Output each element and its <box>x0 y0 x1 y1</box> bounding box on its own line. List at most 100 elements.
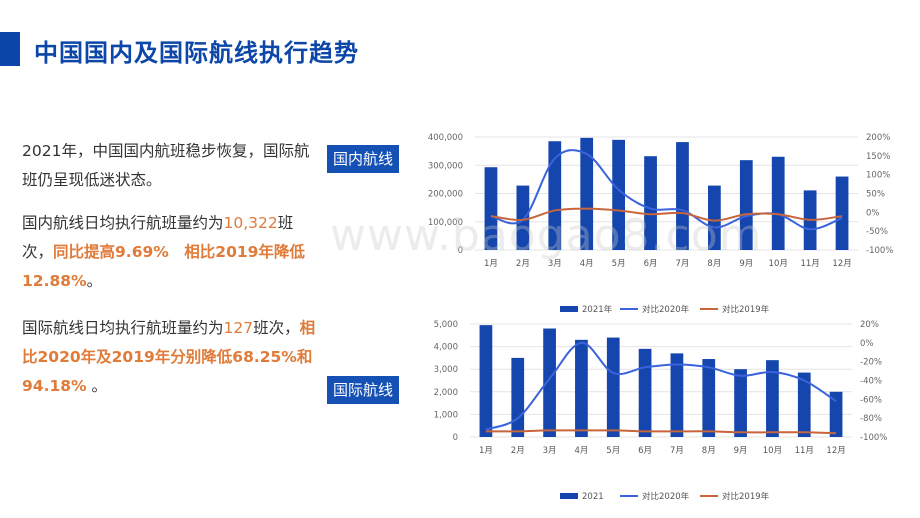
y2-tick-label: 200% <box>866 133 890 143</box>
international-flights-chart: 0 1,000 2,000 3,000 4,000 5,000 -100% -80% -60% -… <box>434 320 888 502</box>
intl-daily-flights: 127 <box>223 319 254 337</box>
y-tick-label: 1,000 <box>434 410 458 420</box>
x-tick-label: 10月 <box>769 259 788 269</box>
x-tick-label: 8月 <box>707 259 721 269</box>
legend-swatch <box>560 493 578 499</box>
bar <box>543 328 556 437</box>
x-tick-label: 11月 <box>800 259 819 269</box>
bar <box>835 176 849 250</box>
page-title: 中国国内及国际航线执行趋势 <box>34 39 359 67</box>
x-tick-label: 8月 <box>702 446 716 456</box>
x-tick-label: 11月 <box>795 446 814 456</box>
x-tick-label: 6月 <box>638 446 652 456</box>
y-tick-label: 0 <box>458 246 463 256</box>
domestic-text-b: 班次， <box>22 214 294 261</box>
summary-text: 2021年，中国国内航班稳步恢复，国际航班仍呈现低迷状态。 <box>22 142 310 189</box>
bar <box>644 156 657 250</box>
bar <box>797 372 811 437</box>
summary-paragraph: 2021年，中国国内航班稳步恢复，国际航班仍呈现低迷状态。 <box>22 137 322 195</box>
international-paragraph: 国际航线日均执行航班量约为127班次，相比2020年及2019年分别降低68.2… <box>22 314 322 401</box>
y-tick-label: 400,000 <box>428 133 463 143</box>
x-tick-label: 7月 <box>675 259 689 269</box>
y2-tick-label: -60% <box>860 395 882 405</box>
x-tick-label: 9月 <box>739 259 753 269</box>
legend-label: 对比2019年 <box>722 491 770 502</box>
bar <box>575 339 588 437</box>
series-line <box>490 207 843 222</box>
y2-tick-label: -40% <box>860 377 882 387</box>
y2-tick-label: 0% <box>866 208 880 218</box>
x-tick-label: 12月 <box>826 446 845 456</box>
legend-label: 2021年 <box>582 304 613 315</box>
international-route-label: 国际航线 <box>327 376 399 404</box>
legend-label: 对比2020年 <box>642 304 690 315</box>
bar <box>766 360 779 437</box>
y-tick-label: 2,000 <box>434 388 458 398</box>
bar <box>676 142 689 250</box>
intl-text-b: 班次， <box>253 319 300 337</box>
intl-text-a: 国际航线日均执行航班量约为 <box>22 319 224 337</box>
x-tick-label: 2月 <box>511 446 525 456</box>
y-tick-label: 5,000 <box>434 320 458 330</box>
y2-tick-label: 0% <box>860 339 874 349</box>
x-tick-label: 2月 <box>516 259 530 269</box>
y2-tick-label: 150% <box>866 152 890 162</box>
y2-tick-label: -50% <box>866 227 888 237</box>
series-line <box>485 341 837 431</box>
x-tick-label: 6月 <box>644 259 658 269</box>
bar <box>771 156 785 250</box>
y2-tick-label: -100% <box>860 433 887 443</box>
y2-tick-label: 20% <box>860 320 879 330</box>
domestic-daily-flights: 10,322 <box>223 214 278 232</box>
y2-tick-label: -20% <box>860 358 882 368</box>
bar <box>548 141 562 250</box>
domestic-text-a: 国内航线日均执行航班量约为 <box>22 214 224 232</box>
domestic-paragraph: 国内航线日均执行航班量约为10,322班次，同比提高9.69% 相比2019年降… <box>22 209 322 296</box>
x-tick-label: 1月 <box>484 259 498 269</box>
x-tick-label: 4月 <box>574 446 588 456</box>
x-tick-label: 1月 <box>479 446 493 456</box>
x-tick-label: 7月 <box>670 446 684 456</box>
domestic-change-highlight: 同比提高9.69% 相比2019年降低12.88% <box>22 243 305 290</box>
bar <box>479 325 493 437</box>
y-tick-label: 100,000 <box>428 218 463 228</box>
x-tick-label: 4月 <box>580 259 594 269</box>
x-tick-label: 9月 <box>734 446 748 456</box>
bar <box>734 369 747 437</box>
x-tick-label: 12月 <box>832 259 851 269</box>
bar <box>707 185 721 250</box>
intl-text-end: 。 <box>86 377 107 395</box>
intl-change-highlight: 相比2020年及2019年分别降低68.25%和94.18% <box>22 319 316 395</box>
bar <box>702 359 716 437</box>
domestic-text-end: 。 <box>86 272 103 290</box>
y2-tick-label: 100% <box>866 171 890 181</box>
domestic-flights-chart: 0 100,000 200,000 300,000 400,000 -100% -50% 0%… <box>428 133 894 315</box>
series-line <box>490 149 843 231</box>
x-tick-label: 5月 <box>612 259 626 269</box>
bar <box>670 353 684 437</box>
y-tick-label: 300,000 <box>428 161 463 171</box>
legend-swatch <box>560 306 578 312</box>
title-accent-bar <box>0 32 20 66</box>
x-tick-label: 10月 <box>763 446 782 456</box>
x-tick-label: 3月 <box>543 446 557 456</box>
y-tick-label: 0 <box>453 433 458 443</box>
legend-label: 对比2019年 <box>722 304 770 315</box>
y-tick-label: 200,000 <box>428 190 463 200</box>
y2-tick-label: 50% <box>866 190 885 200</box>
legend-label: 2021 <box>582 492 604 502</box>
legend-label: 对比2020年 <box>642 491 690 502</box>
y-tick-label: 3,000 <box>434 365 458 375</box>
domestic-route-label: 国内航线 <box>327 145 399 173</box>
y2-tick-label: -80% <box>860 414 882 424</box>
bar <box>484 167 498 250</box>
series-line <box>485 429 837 435</box>
bar <box>516 185 530 250</box>
x-tick-label: 5月 <box>606 446 620 456</box>
x-tick-label: 3月 <box>548 259 562 269</box>
bar <box>638 348 652 437</box>
bar <box>829 391 843 437</box>
y2-tick-label: -100% <box>866 246 893 256</box>
bar <box>580 137 594 250</box>
y-tick-label: 4,000 <box>434 343 458 353</box>
